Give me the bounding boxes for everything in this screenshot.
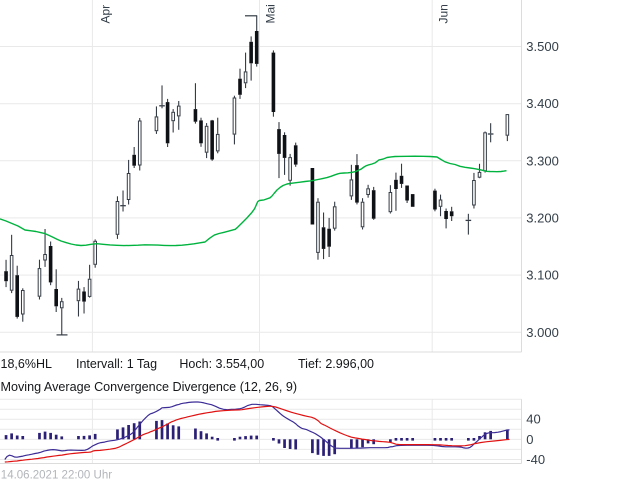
svg-text:40: 40: [526, 412, 540, 427]
svg-text:Apr: Apr: [99, 5, 113, 24]
svg-text:18,6%HL: 18,6%HL: [1, 357, 52, 371]
svg-text:Tief: 2.996,00: Tief: 2.996,00: [298, 357, 374, 371]
svg-text:14.06.2021 22:00 Uhr: 14.06.2021 22:00 Uhr: [1, 469, 112, 481]
svg-text:3.300: 3.300: [526, 153, 559, 168]
svg-text:3.200: 3.200: [526, 210, 559, 225]
svg-text:-40: -40: [526, 452, 545, 467]
svg-text:Jun: Jun: [437, 4, 451, 23]
svg-text:Intervall: 1 Tag: Intervall: 1 Tag: [76, 357, 157, 371]
svg-text:3.400: 3.400: [526, 96, 559, 111]
svg-text:Hoch: 3.554,00: Hoch: 3.554,00: [179, 357, 264, 371]
svg-text:3.000: 3.000: [526, 325, 559, 340]
svg-text:Moving Average Convergence Div: Moving Average Convergence Divergence (1…: [1, 380, 298, 394]
svg-text:3.500: 3.500: [526, 39, 559, 54]
svg-text:Mai: Mai: [264, 4, 278, 23]
svg-text:3.100: 3.100: [526, 268, 559, 283]
svg-text:0: 0: [526, 432, 533, 447]
